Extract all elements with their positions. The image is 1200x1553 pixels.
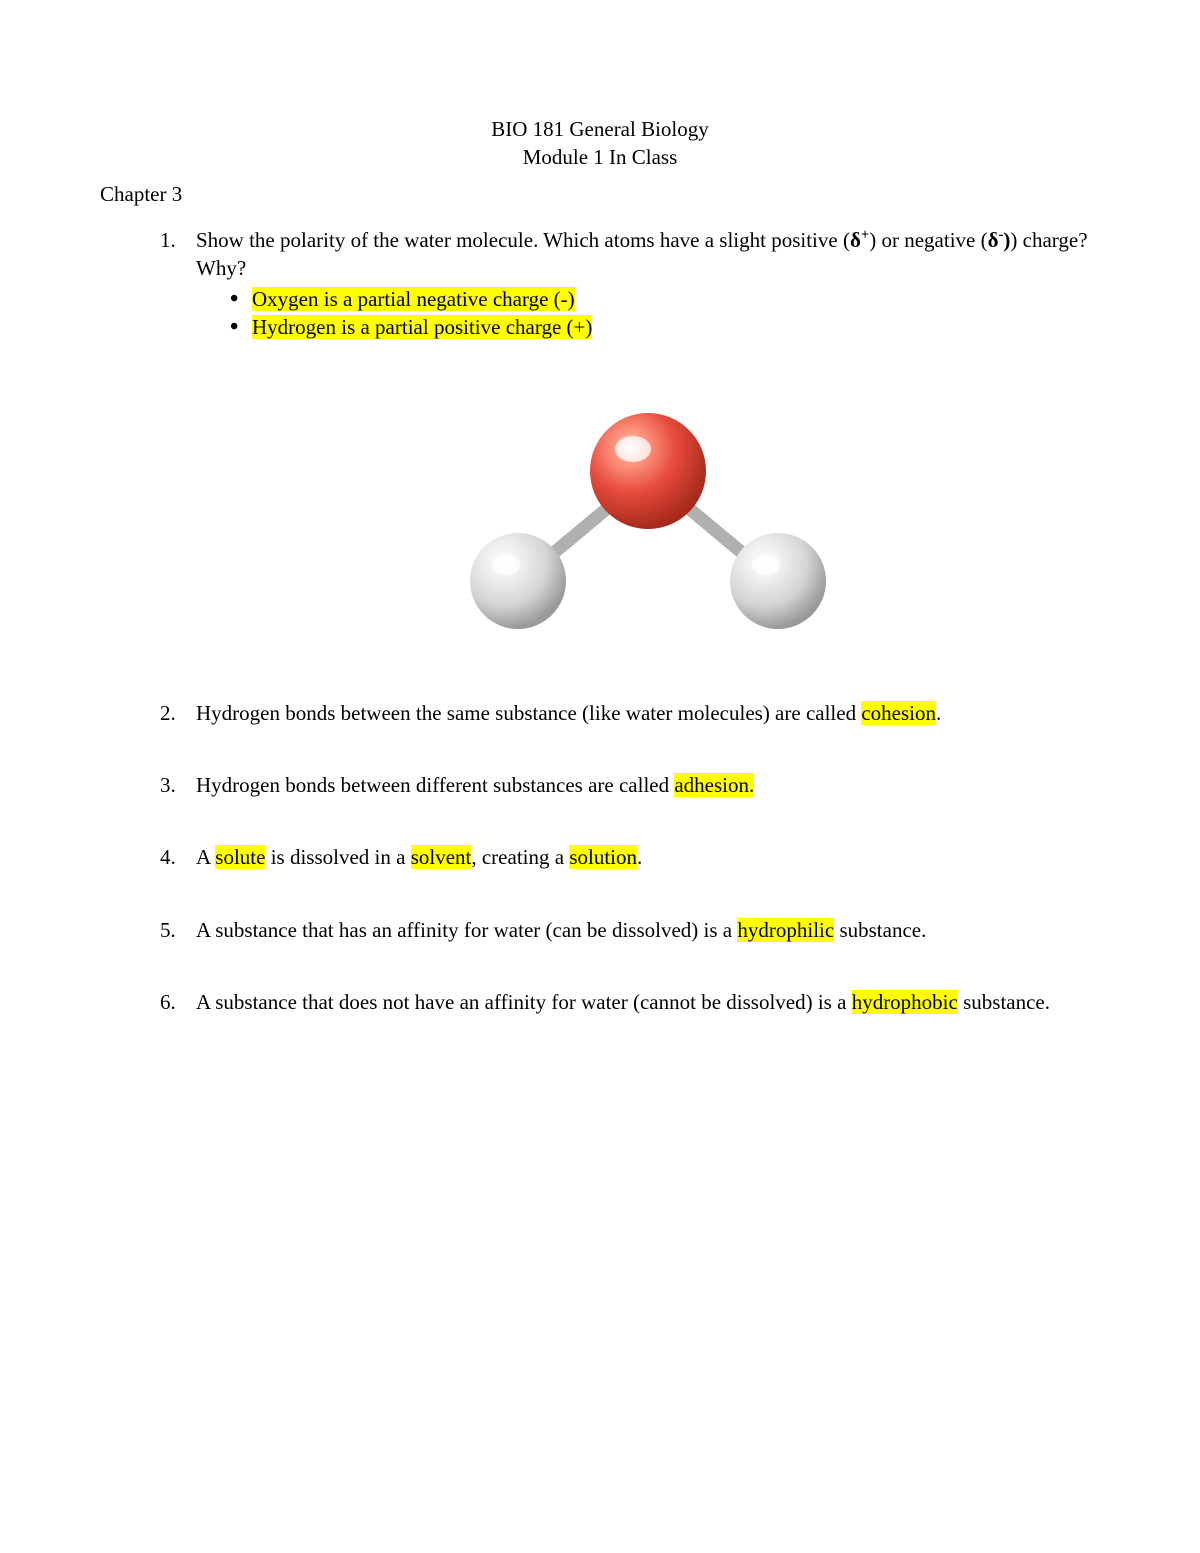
q5-number: 5.	[160, 916, 176, 944]
q5-text: A substance that has an affinity for wat…	[196, 918, 926, 942]
doc-header: BIO 181 General Biology Module 1 In Clas…	[100, 115, 1100, 172]
water-molecule-diagram	[196, 381, 1100, 648]
q4-number: 4.	[160, 843, 176, 871]
question-2: 2. Hydrogen bonds between the same subst…	[160, 699, 1100, 727]
q3-text: Hydrogen bonds between different substan…	[196, 773, 754, 797]
question-1: 1. Show the polarity of the water molecu…	[160, 226, 1100, 649]
question-5: 5. A substance that has an affinity for …	[160, 916, 1100, 944]
q1-number: 1.	[160, 226, 176, 254]
question-6: 6. A substance that does not have an aff…	[160, 988, 1100, 1016]
oxygen-atom	[590, 413, 706, 529]
hyd-right-highlight	[752, 555, 780, 575]
header-line-1: BIO 181 General Biology	[100, 115, 1100, 143]
q3-number: 3.	[160, 771, 176, 799]
q2-text: Hydrogen bonds between the same substanc…	[196, 701, 941, 725]
q1-bullet-2: Hydrogen is a partial positive charge (+…	[224, 313, 592, 341]
question-list: 1. Show the polarity of the water molecu…	[100, 226, 1100, 1016]
q6-number: 6.	[160, 988, 176, 1016]
q1-text: Show the polarity of the water molecule.…	[196, 228, 1088, 280]
q1-bullets: Oxygen is a partial negative charge (-) …	[196, 285, 1100, 342]
q2-number: 2.	[160, 699, 176, 727]
chapter-label: Chapter 3	[100, 180, 1100, 208]
q4-text: A solute is dissolved in a solvent, crea…	[196, 845, 642, 869]
hydrogen-atom-left	[470, 533, 566, 629]
question-4: 4. A solute is dissolved in a solvent, c…	[160, 843, 1100, 871]
hydrogen-atom-right	[730, 533, 826, 629]
oxygen-highlight	[615, 436, 651, 462]
hyd-left-highlight	[492, 555, 520, 575]
molecule-svg	[428, 381, 868, 641]
q6-text: A substance that does not have an affini…	[196, 990, 1050, 1014]
header-line-2: Module 1 In Class	[100, 143, 1100, 171]
question-3: 3. Hydrogen bonds between different subs…	[160, 771, 1100, 799]
q1-bullet-1: Oxygen is a partial negative charge (-)	[224, 285, 575, 313]
